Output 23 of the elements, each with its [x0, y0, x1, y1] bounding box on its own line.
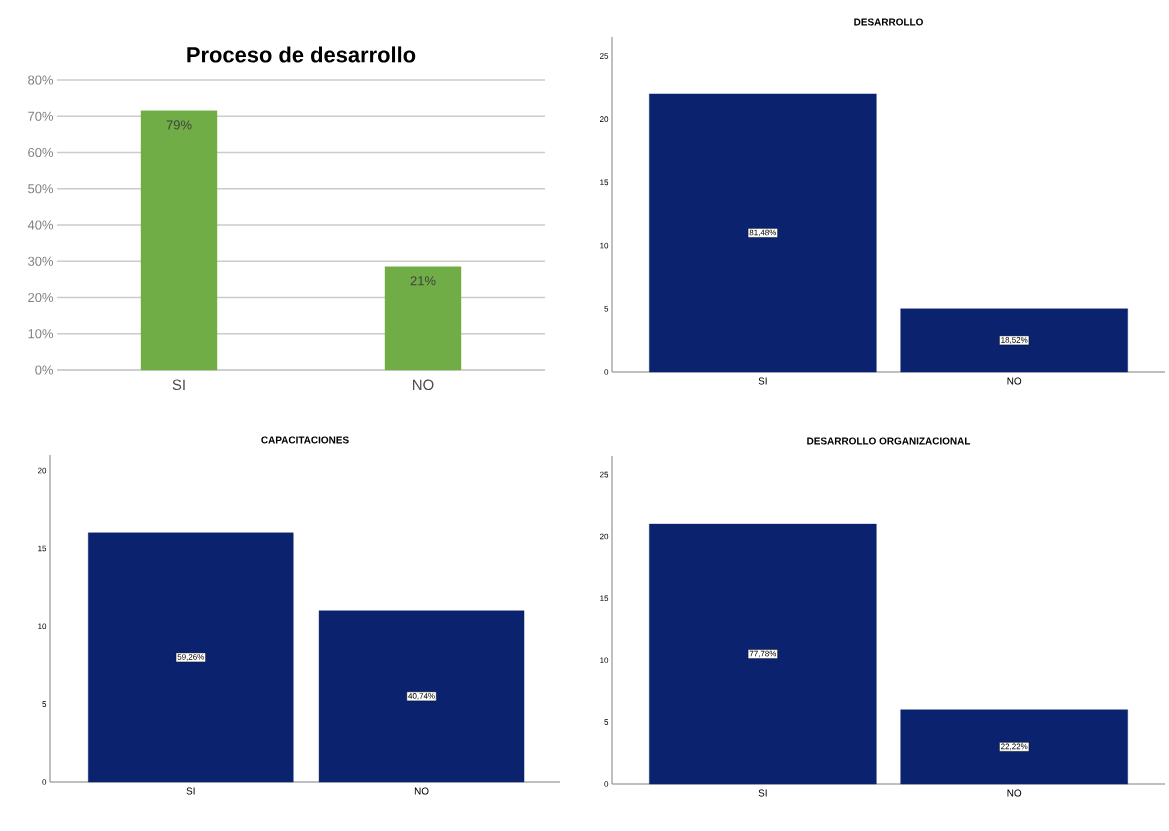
x-tick-label: NO: [1007, 377, 1022, 385]
chart-title: DESARROLLO: [854, 18, 923, 26]
x-tick-label: NO: [414, 787, 429, 795]
annotation: 79%: [166, 120, 192, 130]
y-tick-label: 70%: [28, 111, 54, 121]
x-tick-label: SI: [758, 377, 767, 385]
x-tick-label: SI: [172, 379, 185, 391]
chart-title: DESARROLLO ORGANIZACIONAL: [807, 437, 971, 445]
y-tick-label: 0%: [35, 365, 54, 375]
y-tick-label: 10%: [28, 329, 54, 339]
annotation: 21%: [410, 276, 436, 286]
x-tick-label: SI: [186, 787, 195, 795]
chart-title: CAPACITACIONES: [261, 436, 349, 444]
y-tick-label: 40%: [27, 220, 54, 230]
x-tick-label: NO: [1007, 789, 1022, 797]
y-tick-label: 30%: [28, 256, 54, 266]
x-tick-label: SI: [758, 789, 767, 797]
y-tick-label: 50%: [28, 184, 54, 194]
y-tick-label: 80%: [28, 75, 54, 85]
y-tick-label: 60%: [28, 147, 54, 158]
x-tick-label: NO: [413, 379, 434, 391]
chart-title: Proceso de desarrollo: [187, 46, 416, 63]
y-tick-label: 20%: [28, 292, 54, 303]
